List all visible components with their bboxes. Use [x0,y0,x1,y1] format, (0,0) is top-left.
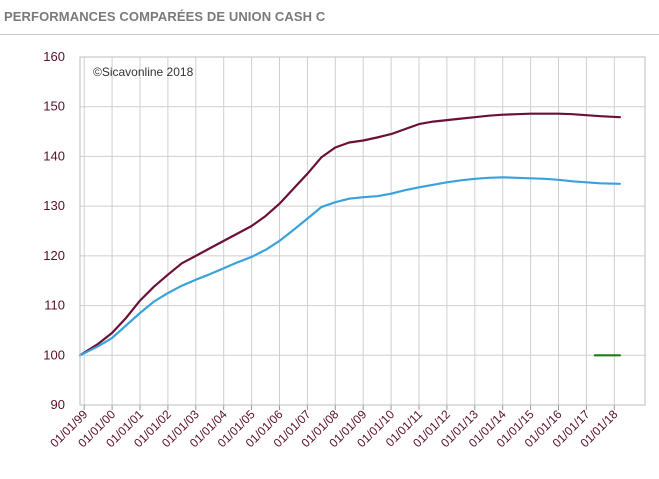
y-tick-label: 130 [43,198,65,213]
y-tick-label: 110 [44,298,65,313]
series-line-1 [78,112,621,357]
series-line-2 [78,176,621,357]
y-tick-label: 120 [43,248,65,263]
x-axis: 01/01/9901/01/0001/01/0101/01/0201/01/03… [47,405,621,450]
plot-area [80,57,645,405]
y-axis: 90 100 110 120 130 140 150 160 [43,49,65,412]
grid-lines [80,56,645,406]
y-tick-label: 90 [51,397,65,412]
y-tick-label: 100 [43,347,65,362]
series-group [78,112,621,357]
y-tick-label: 140 [43,148,65,163]
y-tick-label: 160 [43,49,65,64]
title-divider [0,34,659,35]
plot-border [79,56,646,406]
copyright-annotation: ©Sicavonline 2018 [93,65,194,79]
page-title: PERFORMANCES COMPARÉES DE UNION CASH C [4,9,326,24]
y-tick-label: 150 [43,99,65,114]
